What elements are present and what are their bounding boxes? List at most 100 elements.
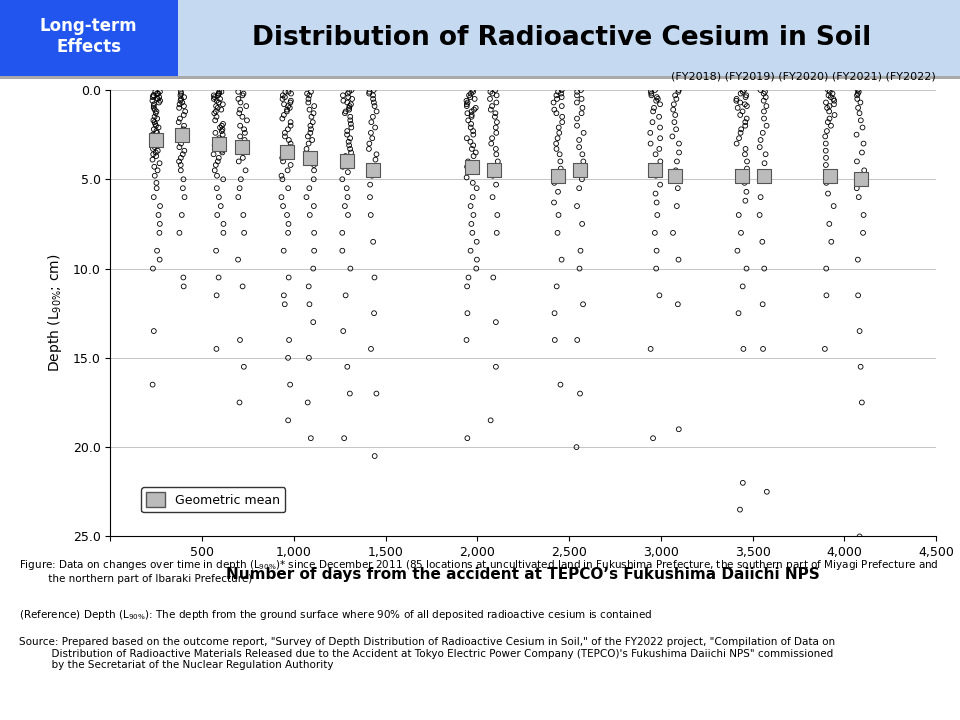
Point (233, 138, 249, 149)
Point (275, 113, 290, 125)
Point (146, 192, 161, 203)
Point (211, 88, 227, 99)
Point (575, 102, 590, 114)
Point (549, 281, 564, 292)
Point (172, 102, 187, 114)
Point (147, 161, 162, 173)
Point (174, 88, 189, 99)
Point (755, 299, 770, 310)
Point (465, 84, 480, 96)
Point (852, 361, 868, 372)
Point (146, 132, 161, 144)
Point (729, 95, 744, 107)
Point (574, 107, 589, 119)
Text: (Reference) Depth (L$_{90\%}$): The depth from the ground surface where 90% of a: (Reference) Depth (L$_{90\%}$): The dept… (19, 608, 653, 622)
Point (336, 325, 351, 337)
Point (730, 102, 745, 114)
Point (238, 165, 253, 176)
Point (488, 107, 503, 119)
Point (149, 134, 164, 145)
Point (279, 106, 295, 117)
Point (573, 245, 588, 256)
Point (209, 182, 225, 194)
Point (146, 102, 161, 114)
Point (670, 299, 685, 310)
Point (550, 132, 565, 144)
Point (230, 192, 246, 203)
Point (341, 136, 356, 148)
Point (756, 95, 772, 107)
Point (650, 210, 665, 221)
Point (152, 254, 167, 266)
Point (671, 84, 686, 96)
Point (178, 106, 193, 117)
Point (305, 316, 321, 328)
X-axis label: Number of days from the accident at TEPCO’s Fukushima Daiichi NPS: Number of days from the accident at TEPC… (227, 567, 820, 582)
Point (152, 158, 167, 169)
Point (366, 236, 381, 248)
Point (737, 99, 753, 110)
Point (644, 88, 660, 99)
Point (344, 147, 359, 158)
Point (149, 125, 164, 137)
Point (367, 307, 382, 319)
Point (822, 106, 837, 117)
Point (569, 89, 585, 101)
Point (215, 147, 230, 158)
Point (342, 100, 357, 112)
Point (464, 218, 479, 230)
Point (176, 281, 191, 292)
Point (280, 352, 296, 364)
Point (149, 177, 164, 189)
Point (668, 170, 684, 181)
Point (177, 192, 192, 203)
Point (344, 99, 359, 110)
Point (277, 91, 293, 103)
Point (852, 325, 867, 337)
Point (303, 111, 319, 122)
Point (550, 186, 565, 197)
Point (205, 148, 221, 160)
Point (482, 93, 497, 104)
Point (822, 113, 837, 125)
Point (176, 124, 191, 135)
Point (671, 138, 686, 149)
Point (853, 174, 869, 185)
Point (146, 89, 161, 101)
Point (488, 111, 503, 122)
Point (153, 200, 168, 212)
Point (172, 227, 187, 238)
Point (300, 96, 316, 108)
Point (546, 177, 562, 189)
Point (459, 132, 474, 144)
Point (363, 127, 378, 139)
Point (283, 120, 299, 132)
Point (231, 156, 247, 167)
Point (211, 132, 227, 144)
Point (367, 161, 382, 173)
Point (232, 104, 248, 115)
Point (215, 118, 230, 130)
Point (647, 84, 662, 96)
Point (671, 86, 686, 97)
Point (344, 122, 359, 133)
Point (553, 163, 568, 174)
Point (365, 111, 380, 122)
Point (305, 117, 321, 128)
Point (466, 129, 481, 140)
Point (150, 88, 165, 99)
Point (737, 148, 753, 160)
Point (148, 86, 163, 97)
Point (237, 134, 252, 145)
Point (758, 100, 774, 112)
Point (340, 129, 355, 140)
Point (209, 138, 225, 149)
Point (232, 182, 248, 194)
Point (283, 96, 299, 108)
Point (340, 192, 355, 203)
Point (209, 210, 225, 221)
Point (820, 102, 835, 114)
Point (826, 93, 841, 104)
Point (645, 433, 660, 444)
Point (854, 147, 870, 158)
